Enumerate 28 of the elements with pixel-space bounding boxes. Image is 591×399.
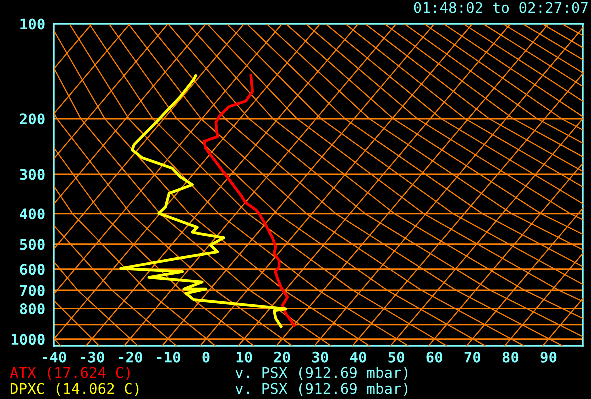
x-tick-label: -40 xyxy=(42,352,66,363)
y-tick-label: 800 xyxy=(20,303,45,315)
y-tick-label: 1000 xyxy=(12,334,45,346)
x-tick-label: 40 xyxy=(350,352,366,363)
x-tick-label: 90 xyxy=(540,352,557,363)
text: v. PSX (912.69 mbar) xyxy=(236,366,408,380)
y-tick-label: 200 xyxy=(20,114,45,125)
y-tick-label: 500 xyxy=(20,239,45,250)
y-tick-label: 600 xyxy=(20,264,45,276)
text: DPXC (14.062 C) xyxy=(10,383,139,396)
x-tick-label: 70 xyxy=(464,352,481,363)
text: v. PSX (912.69 mbar) xyxy=(236,382,408,396)
x-tick-label: -10 xyxy=(157,352,180,363)
x-tick-label: 0 xyxy=(202,352,210,363)
text: 01:48:02 to 02:27:07 xyxy=(414,2,588,14)
y-tick-label: 300 xyxy=(20,169,45,180)
y-tick-label: 700 xyxy=(20,285,45,296)
x-tick-label: 80 xyxy=(502,352,519,363)
x-tick-label: 20 xyxy=(274,352,290,363)
x-tick-label: -20 xyxy=(119,352,142,363)
x-tick-label: 60 xyxy=(426,352,442,363)
x-tick-label: 10 xyxy=(236,352,252,363)
y-tick-label: 100 xyxy=(20,18,45,30)
x-tick-label: 30 xyxy=(312,352,328,363)
text: ATX (17.624 C) xyxy=(10,367,130,380)
y-tick-label: 400 xyxy=(20,208,45,220)
x-tick-label: -30 xyxy=(81,352,104,363)
x-tick-label: 50 xyxy=(388,352,404,363)
